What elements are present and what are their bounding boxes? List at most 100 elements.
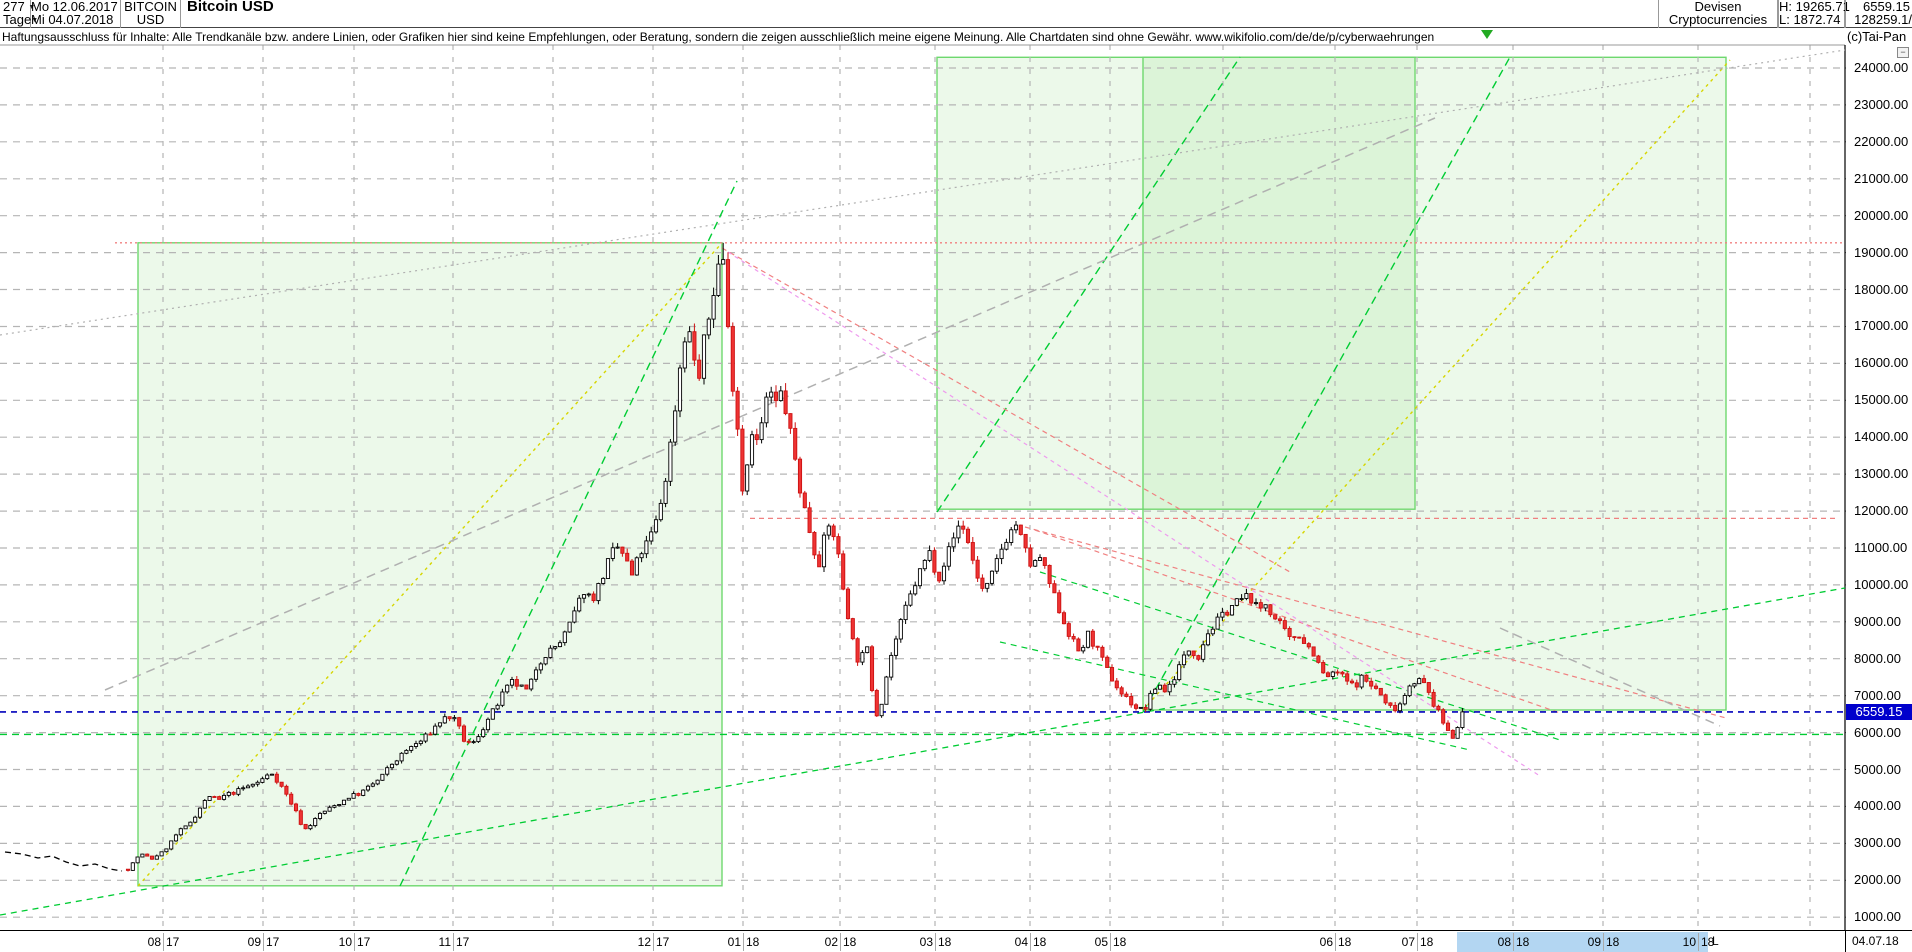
category-cell: Devisen Cryptocurrencies <box>1658 0 1778 28</box>
month-label: 09 <box>247 935 261 949</box>
period-dropdown[interactable]: 277 ▼ <box>3 0 36 14</box>
price-tick-label: 3000.00 <box>1854 835 1901 851</box>
year-label: 18 <box>1338 935 1352 949</box>
month-separator <box>354 933 355 951</box>
month-separator <box>1335 933 1336 951</box>
page-title: Bitcoin USD <box>187 0 274 15</box>
trend-line[interactable] <box>1039 571 1561 741</box>
trend-line[interactable] <box>1499 627 1721 727</box>
year-label: 18 <box>843 935 857 949</box>
last-price: 6559.15 <box>1863 0 1910 14</box>
price-tick-label: 19000.00 <box>1854 244 1909 260</box>
category-line2: Cryptocurrencies <box>1668 12 1768 27</box>
price-tick-label: 18000.00 <box>1854 281 1909 297</box>
month-separator <box>453 933 454 951</box>
trend-line[interactable] <box>1024 526 1727 719</box>
price-tick-label: 22000.00 <box>1854 133 1909 149</box>
pre-data-line <box>4 851 123 872</box>
trend-line[interactable] <box>104 117 1436 691</box>
last-value-cell: 6559.15 128259.1/ <box>1845 0 1912 28</box>
price-tick-label: 16000.00 <box>1854 355 1909 371</box>
low-value: L: 1872.74 <box>1779 12 1841 27</box>
month-separator <box>263 933 264 951</box>
price-tick-label: 2000.00 <box>1854 872 1901 888</box>
month-label: 01 <box>727 935 741 949</box>
month-label: 10 <box>338 935 352 949</box>
trend-line[interactable] <box>936 56 1241 513</box>
chart-header: 277 ▼ Tage▼ Mo 12.06.2017 Mi 04.07.2018 … <box>0 0 1912 28</box>
title-cell: Bitcoin USD <box>181 0 1651 28</box>
trend-line[interactable] <box>137 242 723 887</box>
price-tick-label: 7000.00 <box>1854 687 1901 703</box>
volume-value: 128259.1/ <box>1854 12 1912 27</box>
year-label: 17 <box>166 935 180 949</box>
trend-line[interactable] <box>727 251 1541 777</box>
month-label: 06 <box>1319 935 1333 949</box>
symbol-name: BITCOIN <box>124 0 177 14</box>
price-tick-label: 6000.00 <box>1854 724 1901 740</box>
chevron-down-icon: ▼ <box>28 4 36 11</box>
month-separator <box>1698 933 1699 951</box>
month-separator <box>163 933 164 951</box>
chevron-down-icon: ▼ <box>31 17 39 24</box>
price-tick-label: 9000.00 <box>1854 613 1901 629</box>
last-date-label: 04.07.18 <box>1852 934 1899 948</box>
trend-line[interactable] <box>1142 59 1731 711</box>
price-tick-label: 17000.00 <box>1854 318 1909 334</box>
disclaimer-text: Haftungsausschluss für Inhalte: Alle Tre… <box>0 29 1845 45</box>
trend-line[interactable] <box>0 49 1846 336</box>
collapse-icon[interactable]: − <box>1897 47 1909 58</box>
price-tick-label: 21000.00 <box>1854 170 1909 186</box>
month-separator <box>1417 933 1418 951</box>
month-label: 11 <box>438 935 451 949</box>
month-label: 12 <box>637 935 651 949</box>
candles-layer <box>0 44 1852 930</box>
year-label: 17 <box>456 935 470 949</box>
price-tick-label: 15000.00 <box>1854 392 1909 408</box>
year-label: 18 <box>1420 935 1434 949</box>
month-label: 08 <box>1497 935 1511 949</box>
month-separator <box>935 933 936 951</box>
timeframe-dropdown[interactable]: Tage▼ <box>3 12 39 27</box>
month-label: 02 <box>824 935 838 949</box>
month-separator <box>840 933 841 951</box>
symbol-cell: BITCOIN USD <box>121 0 181 28</box>
year-label: 18 <box>1606 935 1620 949</box>
year-label: 18 <box>1113 935 1127 949</box>
price-tick-label: 4000.00 <box>1854 798 1901 814</box>
year-label: 17 <box>357 935 371 949</box>
year-label: 18 <box>1033 935 1047 949</box>
month-separator <box>743 933 744 951</box>
axis-corner-divider <box>1845 931 1846 952</box>
price-tick-label: 8000.00 <box>1854 650 1901 666</box>
current-price-badge: 6559.15 <box>1846 703 1912 720</box>
month-label: 03 <box>919 935 933 949</box>
high-low-cell: H: 19265.71 L: 1872.74 <box>1778 0 1850 28</box>
month-separator <box>1110 933 1111 951</box>
month-label: 05 <box>1094 935 1108 949</box>
price-tick-label: 20000.00 <box>1854 207 1909 223</box>
last-bar-flag: L <box>1712 934 1719 948</box>
month-separator <box>653 933 654 951</box>
trend-line[interactable] <box>1142 56 1511 713</box>
category-line1: Devisen <box>1694 0 1742 14</box>
date-to: Mi 04.07.2018 <box>31 12 114 27</box>
month-label: 04 <box>1014 935 1028 949</box>
annotation-triangle-marker[interactable] <box>1481 30 1493 39</box>
year-label: 17 <box>266 935 280 949</box>
month-separator <box>1603 933 1604 951</box>
year-label: 18 <box>1516 935 1530 949</box>
future-months-highlight <box>1457 932 1708 952</box>
trend-line[interactable] <box>399 180 738 887</box>
symbol-currency: USD <box>136 12 165 27</box>
month-label: 08 <box>147 935 161 949</box>
price-axis: 6559.15 24000.00 23000.00 22000.00 21000.00… <box>1846 45 1912 930</box>
price-tick-label: 14000.00 <box>1854 429 1909 445</box>
price-tick-label: 12000.00 <box>1854 503 1909 519</box>
trend-line[interactable] <box>999 641 1471 751</box>
trend-line[interactable] <box>1034 529 1561 714</box>
trend-line[interactable] <box>0 587 1846 916</box>
price-tick-label: 10000.00 <box>1854 576 1909 592</box>
